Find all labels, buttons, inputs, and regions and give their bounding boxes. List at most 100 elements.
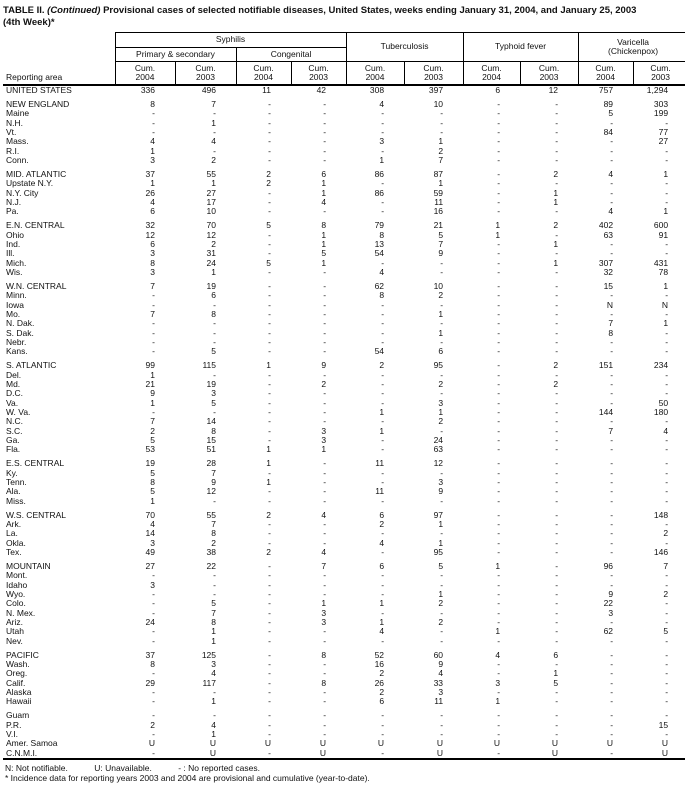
- value-cell: 16: [374, 659, 385, 669]
- value-cell: -: [268, 156, 271, 165]
- value-cell: -: [665, 477, 669, 487]
- value-cell: -: [610, 436, 614, 445]
- value-cell: 1: [266, 445, 271, 455]
- value-cell: -: [665, 729, 669, 739]
- value-cell: 1: [321, 239, 327, 249]
- value-cell: 17: [206, 197, 216, 207]
- value-cell: N: [661, 300, 669, 310]
- value-cell: 6: [438, 347, 444, 357]
- value-cell: -: [152, 608, 155, 618]
- table-row: E.N. CENTRAL 32 70 5 8 79 21 1 2 402 600: [3, 221, 685, 230]
- value-cell: -: [497, 538, 501, 548]
- value-cell: 1: [438, 519, 444, 529]
- cum-2003-column-header: Cum. 2003: [632, 61, 685, 86]
- value-cell: -: [323, 589, 327, 599]
- value-cell: -: [268, 720, 271, 730]
- value-cell: 496: [201, 85, 216, 95]
- value-cell: 99: [145, 361, 155, 371]
- value-cell: 22: [206, 561, 216, 571]
- value-cell: 19: [206, 379, 216, 389]
- value-cell: -: [323, 687, 327, 697]
- value-cell: -: [610, 571, 614, 581]
- value-cell: -: [555, 156, 559, 165]
- value-cell: -: [610, 729, 614, 739]
- table-row: Vt. - - - - - - - - 84 77: [3, 128, 685, 137]
- value-cell: -: [610, 496, 614, 506]
- value-cell: -: [213, 589, 216, 599]
- value-cell: -: [497, 347, 501, 357]
- value-cell: -: [323, 669, 327, 679]
- value-cell: -: [152, 697, 155, 707]
- reporting-area-cell: Ill.: [6, 249, 15, 259]
- table-title: TABLE II. (Continued) Provisional cases …: [3, 5, 682, 28]
- value-cell: -: [497, 589, 501, 599]
- value-cell: 8: [150, 258, 155, 268]
- reporting-area-cell: Mont.: [6, 571, 28, 581]
- value-cell: -: [152, 669, 155, 679]
- value-cell: 1: [379, 599, 385, 609]
- value-cell: -: [555, 496, 559, 506]
- value-cell: 2: [321, 379, 327, 389]
- value-cell: -: [268, 146, 271, 156]
- value-cell: 91: [658, 230, 669, 240]
- table-row: PACIFIC 37 125 - 8 52 60 4 6 - -: [3, 651, 685, 660]
- value-cell: -: [213, 496, 216, 506]
- value-cell: -: [323, 477, 327, 487]
- value-cell: -: [497, 729, 501, 739]
- value-cell: 1: [438, 328, 444, 338]
- value-cell: -: [381, 547, 385, 557]
- table-row: MID. ATLANTIC 37 55 2 6 86 87 - 2 4 1: [3, 170, 685, 179]
- value-cell: -: [381, 711, 385, 721]
- value-cell: -: [555, 711, 559, 721]
- value-cell: -: [323, 127, 327, 137]
- value-cell: 2: [379, 687, 385, 697]
- value-cell: 1: [495, 561, 501, 571]
- value-cell: -: [152, 599, 155, 609]
- value-cell: 21: [433, 221, 444, 231]
- value-cell: 5: [211, 398, 216, 408]
- value-cell: -: [497, 580, 501, 590]
- value-cell: -: [152, 571, 155, 581]
- value-cell: -: [555, 510, 559, 520]
- value-cell: 234: [653, 361, 669, 371]
- value-cell: 8: [150, 477, 155, 487]
- value-cell: -: [610, 678, 614, 688]
- table-row: Okla. 3 2 - - 4 1 - - - -: [3, 539, 685, 548]
- table-row: Maine - - - - - - - - 5 199: [3, 109, 685, 118]
- value-cell: 49: [145, 547, 155, 557]
- value-cell: -: [497, 519, 501, 529]
- value-cell: 1: [211, 267, 216, 277]
- value-cell: 6: [379, 510, 385, 520]
- value-cell: 1: [211, 636, 216, 646]
- value-cell: -: [497, 146, 501, 156]
- value-cell: -: [610, 118, 614, 128]
- value-cell: -: [610, 179, 614, 189]
- reporting-area-cell: PACIFIC: [6, 650, 39, 660]
- value-cell: -: [381, 496, 385, 506]
- table-row: S.C. 2 8 - 3 1 - - - 7 4: [3, 427, 685, 436]
- value-cell: -: [497, 711, 501, 721]
- value-cell: 5: [266, 258, 271, 268]
- value-cell: 1: [553, 669, 559, 679]
- reporting-area-cell: Nev.: [6, 636, 23, 646]
- value-cell: 6: [211, 291, 216, 301]
- value-cell: 32: [603, 267, 614, 277]
- value-cell: 27: [145, 561, 155, 571]
- value-cell: 12: [548, 85, 559, 95]
- value-cell: -: [555, 389, 559, 399]
- cum-2003-column-header: Cum. 2003: [290, 61, 347, 86]
- value-cell: -: [440, 337, 444, 347]
- reporting-area-cell: Okla.: [6, 538, 26, 548]
- value-cell: -: [268, 389, 271, 399]
- reporting-area-cell: S.C.: [6, 426, 23, 436]
- value-cell: 2: [379, 669, 385, 679]
- table-row: Alaska - - - - 2 3 - - - -: [3, 688, 685, 697]
- value-cell: -: [555, 109, 559, 119]
- table-row: S. ATLANTIC 99 115 1 9 2 95 - 2 151 234: [3, 361, 685, 370]
- reporting-area-cell: Idaho: [6, 580, 28, 590]
- table-row: Ala. 5 12 - - 11 9 - - - -: [3, 487, 685, 496]
- value-cell: 3: [438, 477, 444, 487]
- value-cell: 7: [321, 561, 327, 571]
- value-cell: 53: [145, 445, 155, 455]
- value-cell: -: [323, 137, 327, 147]
